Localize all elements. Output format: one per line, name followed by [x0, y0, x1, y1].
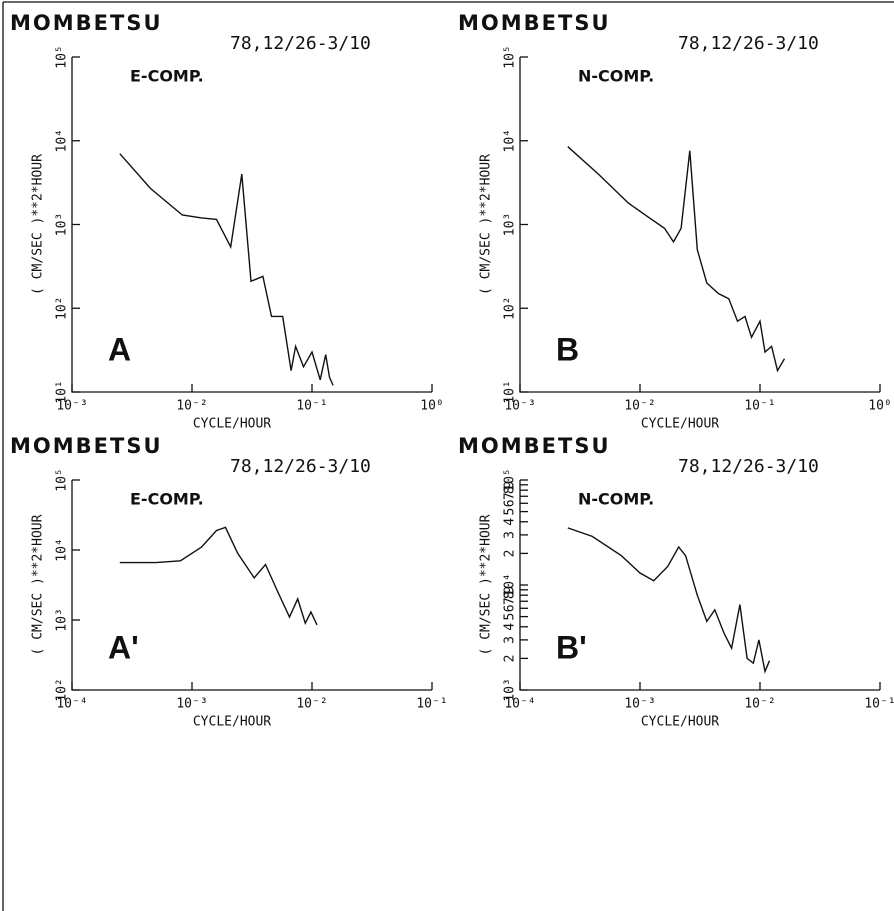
- y-tick-label: 3: [503, 636, 518, 644]
- x-axis-label: CYCLE/HOUR: [641, 715, 719, 730]
- x-tick-label: 10⁰: [420, 399, 443, 414]
- y-axis-label: ( CM/SEC )**2*HOUR: [31, 154, 46, 295]
- y-axis-label: ( CM/SEC )**2*HOUR: [31, 514, 46, 655]
- date-subtitle: 78,12/26-3/10: [230, 456, 371, 477]
- y-tick-label: 6: [503, 604, 518, 612]
- y-tick-label: 10⁴: [55, 538, 70, 561]
- y-tick-label: 10³: [55, 213, 70, 236]
- panel-letter: B': [556, 629, 587, 665]
- y-tick-label: 10⁴: [55, 129, 70, 152]
- y-tick-label: 9: [503, 586, 518, 594]
- y-tick-label: 5: [503, 613, 518, 621]
- y-tick-label: 10⁴: [503, 573, 518, 596]
- x-tick-label: 10⁻¹: [416, 697, 447, 712]
- x-tick-label: 10⁻³: [504, 399, 535, 414]
- panel-letter: B: [556, 331, 579, 367]
- component-label: N-COMP.: [578, 490, 654, 509]
- x-tick-label: 10⁰: [868, 399, 891, 414]
- x-axis-label: CYCLE/HOUR: [193, 417, 271, 432]
- y-tick-label: 10⁴: [503, 129, 518, 152]
- y-tick-label: 7: [503, 492, 518, 500]
- x-axis-label: CYCLE/HOUR: [193, 715, 271, 730]
- x-tick-label: 10⁻³: [56, 399, 87, 414]
- y-tick-label: 6: [503, 499, 518, 507]
- station-title: MOMBETSU: [10, 11, 163, 35]
- component-label: N-COMP.: [578, 67, 654, 86]
- x-tick-label: 10⁻¹: [744, 399, 775, 414]
- y-tick-label: 8: [503, 486, 518, 494]
- station-title: MOMBETSU: [458, 11, 611, 35]
- y-tick-label: 10³: [503, 213, 518, 236]
- component-label: E-COMP.: [130, 490, 204, 509]
- y-tick-label: 10⁵: [503, 468, 518, 491]
- x-tick-label: 10⁻¹: [864, 697, 894, 712]
- y-tick-label: 3: [503, 531, 518, 539]
- spectrum-line: [119, 526, 318, 626]
- y-tick-label: 4: [503, 623, 518, 631]
- y-tick-label: 10³: [503, 678, 518, 701]
- y-tick-label: 10³: [55, 608, 70, 631]
- x-tick-label: 10⁻²: [296, 697, 327, 712]
- y-tick-label: 10²: [55, 297, 70, 320]
- x-tick-label: 10⁻²: [744, 697, 775, 712]
- panel-letter: A: [108, 331, 131, 367]
- date-subtitle: 78,12/26-3/10: [230, 33, 371, 54]
- x-tick-label: 10⁻¹: [296, 399, 327, 414]
- x-tick-label: 10⁻³: [176, 697, 207, 712]
- component-label: E-COMP.: [130, 67, 204, 86]
- x-axis-label: CYCLE/HOUR: [641, 417, 719, 432]
- station-title: MOMBETSU: [10, 434, 163, 458]
- y-tick-label: 10²: [55, 678, 70, 701]
- x-tick-label: 10⁻⁴: [56, 697, 87, 712]
- y-tick-label: 4: [503, 518, 518, 526]
- date-subtitle: 78,12/26-3/10: [678, 33, 819, 54]
- y-axis-label: ( CM/SEC )**2*HOUR: [479, 154, 494, 295]
- y-tick-label: 10⁵: [55, 45, 70, 68]
- spectrum-line: [567, 146, 786, 373]
- y-tick-label: 2: [503, 654, 518, 662]
- y-tick-label: 10⁵: [503, 45, 518, 68]
- x-tick-label: 10⁻²: [176, 399, 207, 414]
- y-tick-label: 10¹: [503, 380, 518, 403]
- y-tick-label: 8: [503, 591, 518, 599]
- x-tick-label: 10⁻³: [624, 697, 655, 712]
- y-tick-label: 9: [503, 481, 518, 489]
- station-title: MOMBETSU: [458, 434, 611, 458]
- date-subtitle: 78,12/26-3/10: [678, 456, 819, 477]
- y-tick-label: 10⁵: [55, 468, 70, 491]
- y-tick-label: 10²: [503, 297, 518, 320]
- y-tick-label: 7: [503, 597, 518, 605]
- y-tick-label: 10¹: [55, 380, 70, 403]
- panel-letter: A': [108, 629, 139, 665]
- y-tick-label: 2: [503, 549, 518, 557]
- x-tick-label: 10⁻⁴: [504, 697, 535, 712]
- y-axis-label: ( CM/SEC )**2*HOUR: [479, 514, 494, 655]
- spectrum-line: [119, 153, 334, 386]
- x-tick-label: 10⁻²: [624, 399, 655, 414]
- y-tick-label: 5: [503, 508, 518, 516]
- spectrum-line: [567, 527, 771, 674]
